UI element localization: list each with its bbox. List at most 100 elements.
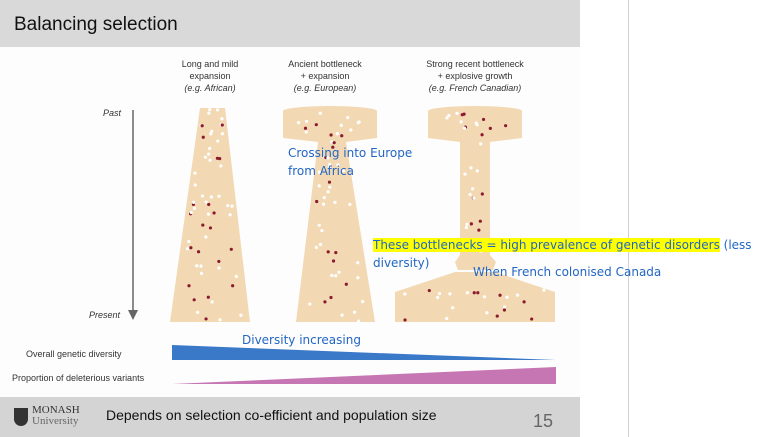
variant-dot <box>317 223 321 227</box>
variant-dot <box>195 310 200 315</box>
deleterious-variant-dot <box>218 157 222 161</box>
variant-dot <box>217 194 221 198</box>
variant-dot <box>230 204 234 208</box>
deleterious-variant-dot <box>488 126 492 130</box>
variant-dot <box>234 274 238 279</box>
variant-dot <box>317 184 321 188</box>
variant-dot <box>403 292 407 296</box>
variant-dot <box>185 247 190 251</box>
deleterious-wedge <box>172 367 556 384</box>
variant-dot <box>219 164 223 168</box>
deleterious-variant-dot <box>334 250 338 255</box>
slide-header <box>0 0 580 47</box>
deleterious-variant-dot <box>231 284 235 288</box>
variant-dot <box>465 291 470 295</box>
deleterious-variant-dot <box>229 247 233 251</box>
deleterious-variant-dot <box>502 308 507 312</box>
monash-shield-icon <box>14 408 28 426</box>
european-population <box>283 111 377 322</box>
deleterious-variant-dot <box>200 124 204 128</box>
deleterious-variant-dot <box>315 199 319 204</box>
deleterious-variant-dot <box>196 250 201 254</box>
deleterious-variant-dot <box>331 145 335 149</box>
variant-dot <box>339 123 343 127</box>
variant-dot <box>356 319 361 323</box>
annotation-diversity: Diversity increasing <box>242 333 361 347</box>
variant-dot <box>215 108 220 112</box>
variant-dot <box>436 295 440 300</box>
deleterious-variant-dot <box>344 282 348 286</box>
deleterious-variant-dot <box>427 288 431 293</box>
variant-dot <box>327 165 331 170</box>
deleterious-variant-dot <box>340 134 344 138</box>
annotation-french: When French colonised Canada <box>473 265 662 279</box>
variant-dot <box>195 264 199 268</box>
variant-dot <box>206 212 211 216</box>
deleterious-variant-dot <box>481 117 486 122</box>
variant-dot <box>192 206 197 210</box>
variant-dot <box>207 111 211 115</box>
page-divider <box>628 0 629 437</box>
deleterious-variant-dot <box>220 123 224 127</box>
variant-dot <box>314 245 318 249</box>
variant-dot <box>448 292 452 296</box>
deleterious-variant-dot <box>217 259 221 264</box>
slide-footer <box>0 397 580 437</box>
past-label: Past <box>103 108 122 118</box>
time-arrow-head <box>128 310 138 320</box>
deleterious-variant-dot <box>208 226 213 230</box>
french-expansion <box>395 272 555 322</box>
variant-dot <box>328 185 332 189</box>
variant-dot <box>199 264 203 268</box>
variant-dot <box>455 111 459 115</box>
variant-dot <box>218 318 222 322</box>
variant-dot <box>192 200 196 205</box>
deleterious-variant-dot <box>530 317 534 321</box>
variant-dot <box>189 210 193 215</box>
deleterious-variant-dot <box>476 291 480 295</box>
variant-dot <box>187 239 191 244</box>
variant-dot <box>204 200 208 204</box>
column-header-european: Ancient bottleneck + expansion (e.g. Europ… <box>288 59 362 93</box>
variant-dot <box>209 132 213 136</box>
deleterious-row-label: Proportion of deleterious variants <box>12 373 145 383</box>
variant-dot <box>445 316 449 321</box>
variant-dot <box>475 169 479 173</box>
variant-dot <box>459 120 463 124</box>
deleterious-variant-dot <box>187 284 191 288</box>
variant-dot <box>335 132 339 136</box>
variant-dot <box>326 156 330 160</box>
variant-dot <box>336 163 340 167</box>
annotation-bottleneck: These bottlenecks = high prevalence of g… <box>373 238 752 270</box>
variant-dot <box>340 313 344 317</box>
variant-dot <box>471 187 475 191</box>
variant-dot <box>226 204 230 208</box>
deleterious-variant-dot <box>206 295 210 299</box>
variant-dot <box>209 195 213 199</box>
variant-dot <box>305 119 309 123</box>
variant-dot <box>321 202 326 206</box>
variant-dot <box>220 132 225 136</box>
variant-dot <box>330 140 334 144</box>
deleterious-variant-dot <box>472 291 476 295</box>
deleterious-variant-dot <box>207 202 211 207</box>
variant-dot <box>469 166 473 170</box>
annotation-europe: Crossing into Europe from Africa <box>288 146 413 178</box>
deleterious-variant-dot <box>331 259 336 263</box>
variant-dot <box>356 276 360 280</box>
variant-dot <box>352 310 357 314</box>
variant-dot <box>349 128 353 132</box>
variant-dot <box>462 126 467 130</box>
french-bottleneck <box>428 111 522 270</box>
deleterious-variant-dot <box>326 250 330 254</box>
variant-dot <box>208 107 212 112</box>
variant-dot <box>228 213 232 217</box>
variant-dot <box>445 116 449 120</box>
variant-dot <box>505 295 509 299</box>
deleterious-variant-dot <box>403 318 407 322</box>
diversity-wedge <box>172 345 556 360</box>
variant-dot <box>485 311 489 315</box>
variant-dot <box>334 274 338 278</box>
variant-dot <box>447 113 451 118</box>
variant-dot <box>348 202 352 207</box>
